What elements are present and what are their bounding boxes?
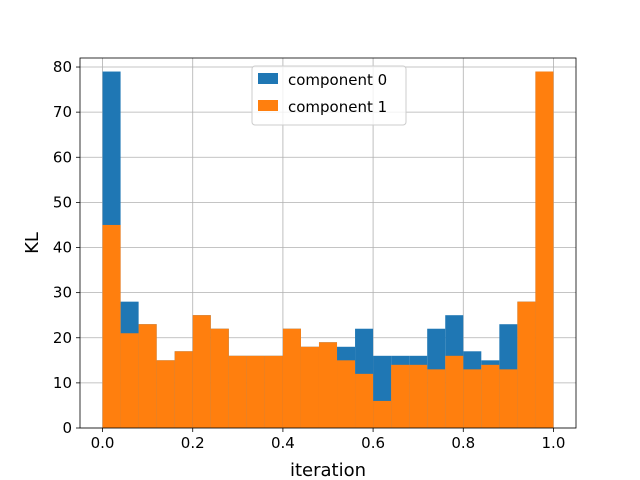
bars xyxy=(102,71,554,428)
x-tick-label: 0.6 xyxy=(361,434,385,452)
bar-component-1 xyxy=(481,364,500,428)
bar-component-1 xyxy=(300,346,319,428)
bar-component-1 xyxy=(282,328,301,428)
bar-component-1 xyxy=(318,342,338,428)
bar-component-1 xyxy=(246,355,265,428)
legend-label-component-0: component 0 xyxy=(288,71,387,89)
y-tick-label: 50 xyxy=(53,193,72,211)
bar-component-1 xyxy=(210,328,229,428)
bar-component-1 xyxy=(228,355,247,428)
bar-component-1 xyxy=(373,400,392,428)
legend: component 0 component 1 xyxy=(251,65,407,126)
y-tick-label: 30 xyxy=(53,284,72,302)
bar-component-1 xyxy=(517,301,536,428)
y-tick-label: 40 xyxy=(53,239,72,257)
plot-frame xyxy=(79,57,577,429)
legend-swatch-component-0 xyxy=(258,73,278,84)
legend-swatch-component-1 xyxy=(258,100,278,111)
x-tick-label: 0.0 xyxy=(91,434,115,452)
x-tick-label: 0.2 xyxy=(181,434,205,452)
bar-component-1 xyxy=(463,369,482,428)
bar-component-1 xyxy=(138,324,157,428)
axis-ticks: 0.0 0.2 0.4 0.6 0.8 1.0 0 10 20 30 40 50 60 70 80 xyxy=(53,58,565,452)
bar-component-1 xyxy=(391,364,410,428)
y-tick-label: 0 xyxy=(62,419,72,437)
bar-component-1 xyxy=(409,364,428,428)
y-tick-label: 60 xyxy=(53,148,72,166)
bar-component-1 xyxy=(337,360,356,428)
y-tick-label: 20 xyxy=(53,329,72,347)
series-component-1 xyxy=(102,71,554,428)
bar-component-1 xyxy=(174,351,193,428)
legend-label-component-1: component 1 xyxy=(288,98,387,116)
bar-component-1 xyxy=(264,355,283,428)
x-tick-label: 0.8 xyxy=(451,434,475,452)
bar-component-1 xyxy=(355,373,374,428)
bar-component-1 xyxy=(499,369,518,428)
bar-component-1 xyxy=(192,315,211,428)
bar-component-1 xyxy=(427,369,446,428)
y-axis-label: KL xyxy=(22,232,43,254)
bar-component-1 xyxy=(156,360,175,428)
y-tick-label: 80 xyxy=(53,58,72,76)
bar-component-1 xyxy=(535,71,554,428)
bar-component-1 xyxy=(445,355,464,428)
x-axis-label: iteration xyxy=(290,460,366,480)
y-tick-label: 10 xyxy=(53,374,72,392)
legend-box xyxy=(251,65,407,126)
bar-component-1 xyxy=(120,333,139,428)
x-tick-label: 1.0 xyxy=(542,434,566,452)
y-tick-label: 70 xyxy=(53,103,72,121)
x-tick-label: 0.4 xyxy=(271,434,295,452)
bar-component-1 xyxy=(102,224,121,428)
